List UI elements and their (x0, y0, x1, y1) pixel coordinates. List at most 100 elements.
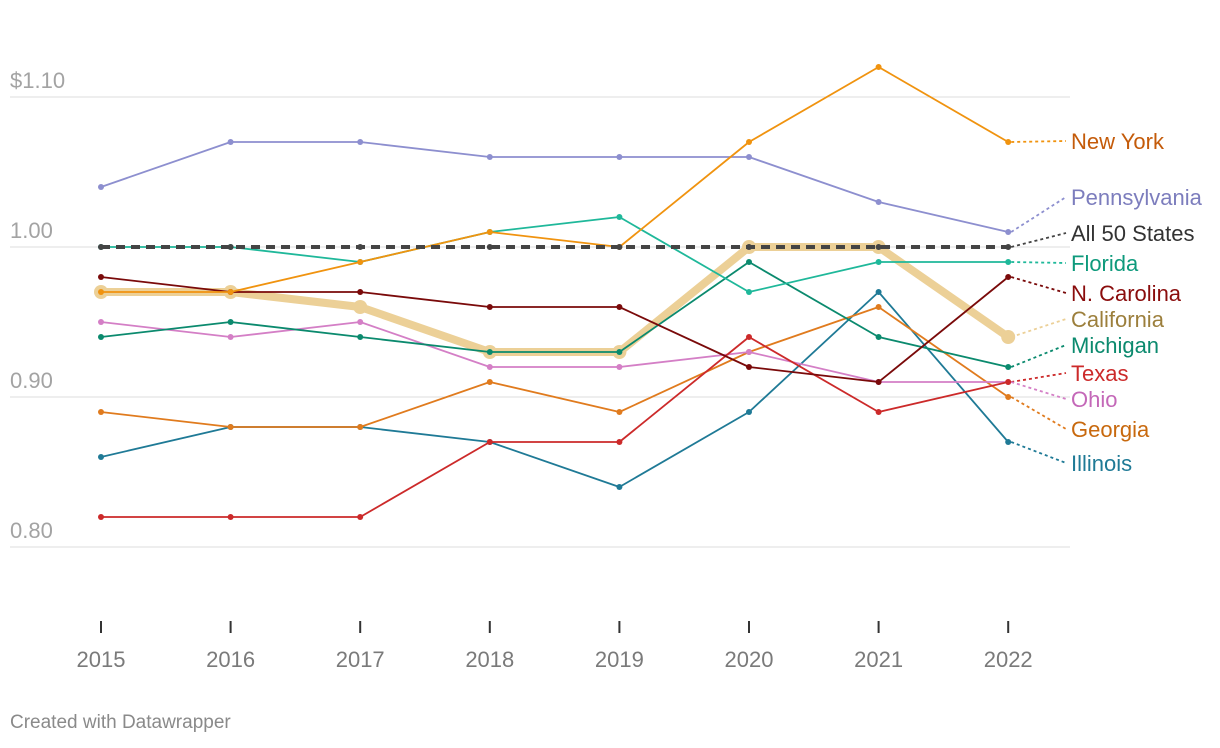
series-label-georgia: Georgia (1071, 417, 1150, 442)
data-point-n-carolina (98, 274, 104, 280)
data-point-georgia (616, 409, 623, 415)
data-point-all-50-states (486, 244, 493, 250)
data-point-texas (746, 334, 752, 340)
data-point-n-carolina (616, 304, 623, 310)
data-point-michigan (875, 334, 882, 340)
data-point-georgia (98, 409, 104, 415)
series-georgia (98, 304, 1012, 430)
data-point-illinois (746, 409, 752, 415)
data-point-new-york (98, 289, 104, 295)
data-point-all-50-states (227, 244, 234, 250)
series-label-florida: Florida (1071, 251, 1139, 276)
label-connector-california (1010, 318, 1067, 338)
data-point-illinois (616, 484, 623, 490)
data-point-pennsylvania (227, 139, 234, 145)
data-point-n-carolina (746, 364, 752, 370)
x-tick-label: 2018 (465, 647, 514, 672)
series-labels: New York Pennsylvania All 50 States Florida… (1010, 129, 1203, 476)
data-point-ohio (227, 334, 234, 340)
data-point-georgia (227, 424, 234, 430)
data-point-michigan (616, 349, 623, 355)
series-label-all-50-states: All 50 States (1071, 221, 1195, 246)
data-point-n-carolina (1005, 274, 1012, 280)
data-point-n-carolina (486, 304, 493, 310)
series-texas (98, 334, 1012, 520)
data-point-n-carolina (875, 379, 882, 385)
series-florida (98, 214, 1012, 295)
data-point-michigan (357, 334, 364, 340)
series-line-florida (100, 216, 1010, 293)
data-point-all-50-states (1005, 244, 1012, 250)
data-point-pennsylvania (98, 184, 104, 190)
x-tick-label: 2017 (336, 647, 385, 672)
data-point-illinois (1005, 439, 1012, 445)
series-label-california: California (1071, 307, 1165, 332)
series-line-texas (100, 336, 1010, 518)
data-point-texas (227, 514, 234, 520)
series-line-ohio (100, 321, 1010, 383)
series-label-illinois: Illinois (1071, 451, 1132, 476)
label-connector-pennsylvania (1010, 196, 1067, 233)
series-line-new-york (100, 66, 1010, 293)
label-connector-all-50-states (1010, 232, 1067, 248)
y-tick-label: 0.90 (10, 368, 53, 393)
series-group (94, 64, 1016, 520)
data-point-texas (357, 514, 364, 520)
data-point-pennsylvania (357, 139, 364, 145)
data-point-all-50-states (616, 244, 623, 250)
data-point-florida (616, 214, 623, 220)
data-point-florida (1005, 259, 1012, 265)
y-tick-label: 1.00 (10, 218, 53, 243)
x-axis: 2015 2016 2017 2018 2019 2020 2021 2022 (77, 621, 1033, 672)
label-connector-new-york (1011, 140, 1067, 143)
x-tick-label: 2015 (77, 647, 126, 672)
data-point-texas (875, 409, 882, 415)
data-point-texas (1005, 379, 1012, 385)
y-tick-label: 0.80 (10, 518, 53, 543)
series-label-n-carolina: N. Carolina (1071, 281, 1182, 306)
x-tick-label: 2022 (984, 647, 1033, 672)
series-michigan (98, 259, 1012, 370)
series-pennsylvania (98, 139, 1012, 235)
label-connector-ohio (1010, 381, 1067, 400)
data-point-texas (616, 439, 623, 445)
data-point-georgia (875, 304, 882, 310)
data-point-new-york (746, 139, 752, 145)
data-point-illinois (98, 454, 104, 460)
data-point-pennsylvania (875, 199, 882, 205)
data-point-michigan (746, 259, 752, 265)
data-point-pennsylvania (1005, 229, 1012, 235)
label-connector-texas (1011, 372, 1067, 383)
data-point-michigan (1005, 364, 1012, 370)
data-point-michigan (486, 349, 493, 355)
series-label-michigan: Michigan (1071, 333, 1159, 358)
series-line-illinois (100, 291, 1010, 488)
series-label-pennsylvania: Pennsylvania (1071, 185, 1203, 210)
data-point-texas (98, 514, 104, 520)
data-point-new-york (486, 229, 493, 235)
x-tick-label: 2019 (595, 647, 644, 672)
data-point-new-york (227, 289, 234, 295)
label-connector-florida (1011, 261, 1067, 264)
data-point-illinois (875, 289, 882, 295)
data-point-all-50-states (875, 244, 882, 250)
data-point-all-50-states (357, 244, 364, 250)
data-point-pennsylvania (486, 154, 493, 160)
y-tick-label: $1.10 (10, 68, 65, 93)
x-tick-label: 2021 (854, 647, 903, 672)
series-illinois (98, 289, 1012, 490)
series-label-texas: Texas (1071, 361, 1128, 386)
data-point-georgia (1005, 394, 1012, 400)
series-line-n-carolina (100, 276, 1010, 383)
data-point-n-carolina (357, 289, 364, 295)
series-california (94, 240, 1016, 359)
data-point-pennsylvania (746, 154, 752, 160)
data-point-georgia (486, 379, 493, 385)
label-connector-n-carolina (1010, 276, 1067, 294)
data-point-all-50-states (98, 244, 104, 250)
data-point-all-50-states (746, 244, 752, 250)
data-point-new-york (357, 259, 364, 265)
credit-text: Created with Datawrapper (10, 712, 231, 733)
series-line-michigan (100, 261, 1010, 368)
